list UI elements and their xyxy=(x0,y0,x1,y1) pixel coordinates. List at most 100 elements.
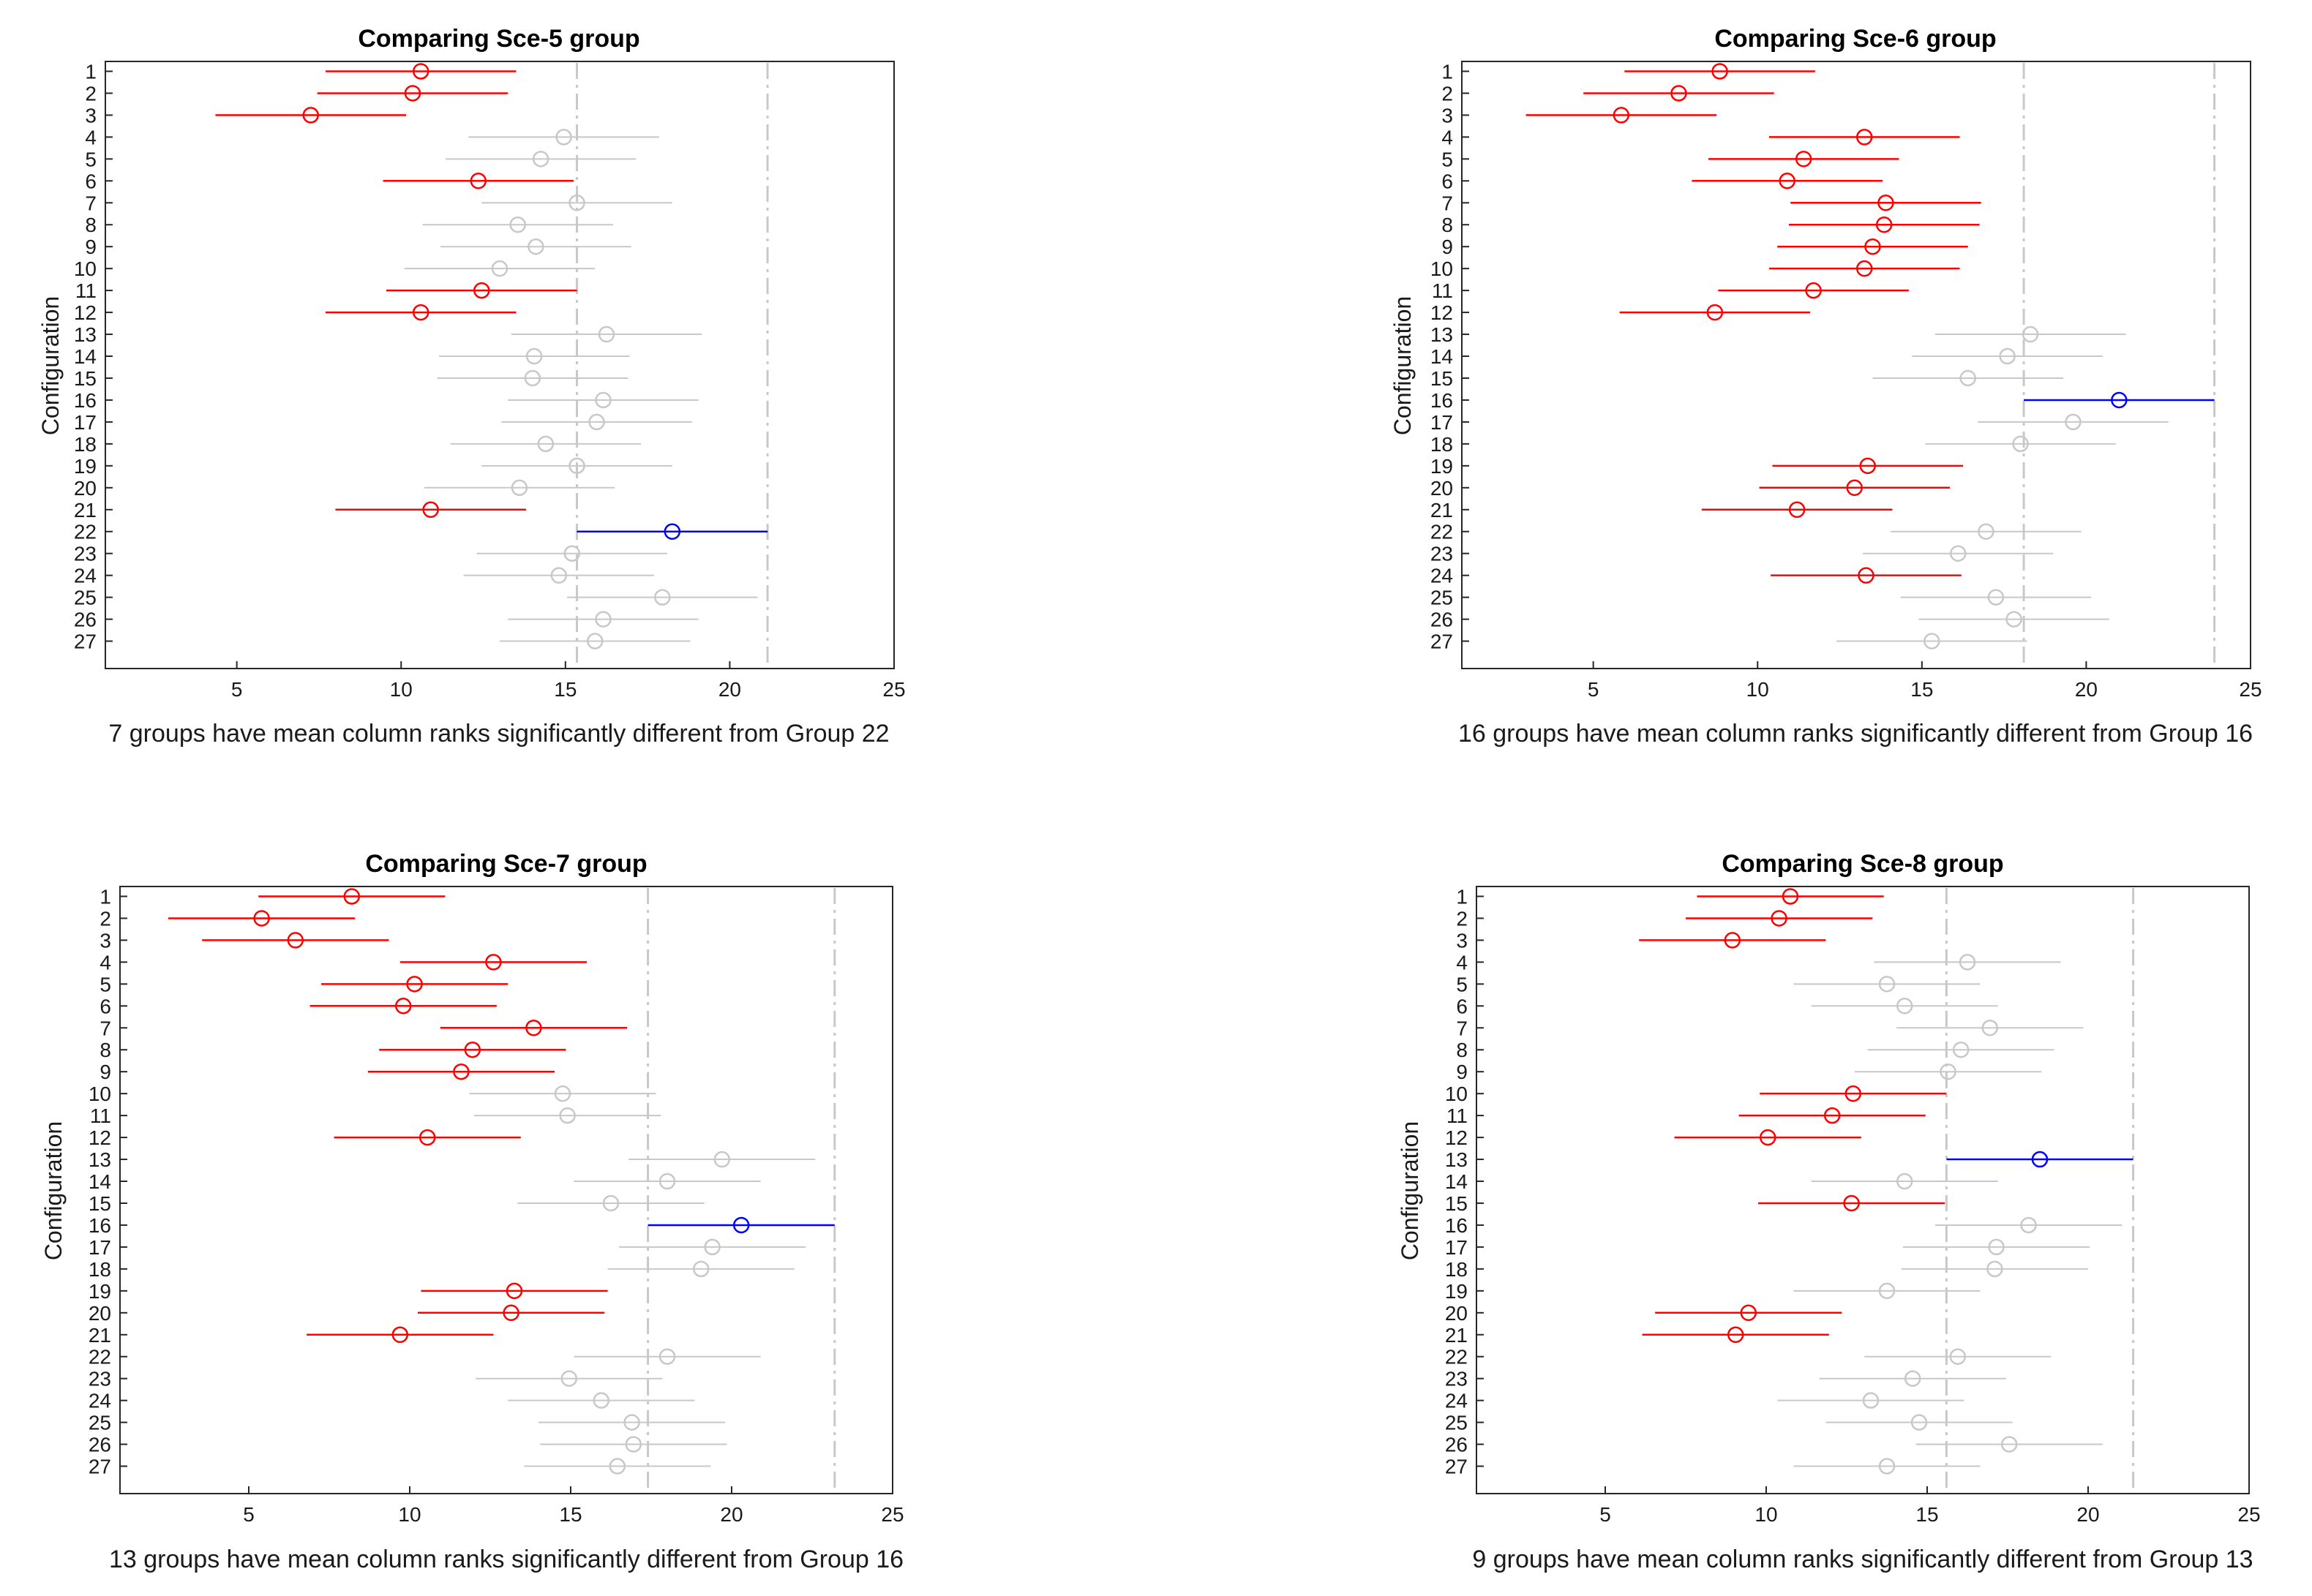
mean-marker-6 xyxy=(470,173,487,189)
y-tick-label: 23 xyxy=(1445,1368,1468,1390)
chart-sce-7: Comparing Sce-7 group 13 groups have mea… xyxy=(40,850,904,1573)
mean-marker-18 xyxy=(1986,1260,2003,1278)
mean-marker-24 xyxy=(1862,1392,1880,1409)
y-tick-label: 26 xyxy=(89,1434,111,1456)
x-tick-label: 5 xyxy=(231,678,243,701)
plot-frame xyxy=(105,61,895,669)
y-tick-label: 21 xyxy=(1430,499,1453,522)
y-tick-label: 14 xyxy=(1430,345,1453,368)
y-tick-label: 20 xyxy=(1430,477,1453,500)
mean-marker-23 xyxy=(560,1370,578,1387)
mean-marker-27 xyxy=(1923,633,1940,650)
y-tick-label: 3 xyxy=(85,104,97,127)
y-tick-label: 13 xyxy=(1430,323,1453,346)
y-tick-label: 25 xyxy=(89,1412,111,1434)
chart-title: Comparing Sce-8 group xyxy=(1722,850,2003,878)
y-tick-label: 7 xyxy=(85,192,97,214)
chart-title: Comparing Sce-5 group xyxy=(358,25,639,53)
mean-marker-20 xyxy=(1740,1304,1757,1322)
x-axis-label: 13 groups have mean column ranks signifi… xyxy=(109,1546,904,1573)
chart-title: Comparing Sce-6 group xyxy=(1714,25,1996,53)
x-axis-label: 9 groups have mean column ranks signific… xyxy=(1472,1546,2253,1573)
plot-frame xyxy=(119,886,893,1494)
y-tick-label: 4 xyxy=(1456,951,1468,974)
mean-marker-11 xyxy=(1823,1107,1841,1124)
y-tick-label: 3 xyxy=(1456,929,1468,952)
y-tick-label: 8 xyxy=(1456,1039,1468,1061)
mean-marker-25 xyxy=(654,589,671,606)
mean-marker-27 xyxy=(587,633,604,650)
y-tick-label: 4 xyxy=(100,951,111,974)
x-tick-label: 20 xyxy=(718,678,741,701)
y-tick-label: 27 xyxy=(74,631,97,653)
x-tick-label: 5 xyxy=(1599,1503,1611,1526)
y-tick-label: 10 xyxy=(1430,257,1453,280)
mean-marker-13 xyxy=(598,325,615,343)
y-tick-label: 24 xyxy=(1445,1390,1468,1412)
mean-marker-2 xyxy=(253,910,270,927)
y-tick-label: 8 xyxy=(1441,214,1453,236)
mean-marker-26 xyxy=(625,1436,642,1453)
mean-marker-12 xyxy=(412,304,429,321)
y-tick-label: 24 xyxy=(74,565,97,587)
y-tick-label: 12 xyxy=(1445,1126,1468,1149)
mean-marker-25 xyxy=(1987,589,2005,606)
y-tick-label: 6 xyxy=(100,995,111,1017)
y-tick-label: 10 xyxy=(1445,1083,1468,1105)
y-tick-label: 6 xyxy=(85,170,97,192)
y-tick-label: 18 xyxy=(1430,433,1453,456)
y-tick-label: 9 xyxy=(100,1061,111,1083)
mean-marker-24 xyxy=(593,1392,610,1409)
y-tick-label: 26 xyxy=(1445,1434,1468,1456)
mean-marker-10 xyxy=(1844,1085,1862,1102)
mean-marker-26 xyxy=(595,611,612,628)
y-tick-label: 16 xyxy=(1445,1214,1468,1237)
mean-marker-23 xyxy=(1904,1370,1921,1387)
plot-frame xyxy=(1461,61,2251,669)
x-tick-label: 15 xyxy=(559,1503,582,1526)
mean-marker-11 xyxy=(559,1107,576,1124)
mean-marker-7 xyxy=(1981,1020,1999,1036)
y-tick-label: 13 xyxy=(74,323,97,346)
x-tick-label: 25 xyxy=(2237,1503,2260,1526)
mean-marker-4 xyxy=(555,129,572,146)
mean-marker-4 xyxy=(1959,954,1976,971)
mean-marker-22 xyxy=(664,523,681,540)
y-tick-label: 26 xyxy=(1430,609,1453,631)
y-tick-label: 7 xyxy=(1441,192,1453,214)
x-tick-label: 15 xyxy=(1915,1503,1938,1526)
x-tick-label: 25 xyxy=(2239,678,2262,701)
mean-marker-1 xyxy=(412,63,429,80)
mean-marker-16 xyxy=(2020,1216,2037,1234)
mean-marker-5 xyxy=(406,976,423,993)
mean-marker-7 xyxy=(525,1020,542,1036)
y-tick-label: 12 xyxy=(89,1126,111,1149)
y-tick-label: 20 xyxy=(1445,1302,1468,1325)
mean-marker-22 xyxy=(658,1348,676,1365)
mean-marker-17 xyxy=(704,1238,721,1256)
mean-marker-25 xyxy=(1910,1414,1928,1431)
y-tick-label: 25 xyxy=(1445,1412,1468,1434)
y-tick-label: 8 xyxy=(100,1039,111,1061)
mean-marker-11 xyxy=(473,282,490,299)
x-tick-label: 25 xyxy=(882,678,905,701)
y-tick-label: 22 xyxy=(74,521,97,543)
y-tick-label: 22 xyxy=(1430,521,1453,543)
mean-marker-2 xyxy=(404,85,421,102)
mean-marker-6 xyxy=(1779,173,1795,189)
y-tick-label: 13 xyxy=(1445,1148,1468,1171)
x-tick-label: 10 xyxy=(398,1503,421,1526)
mean-marker-19 xyxy=(568,457,585,475)
mean-marker-10 xyxy=(491,260,508,277)
y-tick-label: 11 xyxy=(90,1104,111,1127)
mean-marker-6 xyxy=(1896,998,1913,1015)
mean-marker-11 xyxy=(1805,282,1822,299)
mean-marker-20 xyxy=(503,1304,519,1322)
y-tick-label: 7 xyxy=(100,1017,111,1039)
mean-marker-8 xyxy=(1952,1041,1970,1058)
y-axis-label: Configuration xyxy=(1397,1121,1423,1260)
mean-marker-1 xyxy=(343,888,361,905)
x-axis-label: 16 groups have mean column ranks signifi… xyxy=(1458,720,2253,748)
x-tick-label: 15 xyxy=(554,678,577,701)
y-tick-label: 22 xyxy=(1445,1346,1468,1369)
